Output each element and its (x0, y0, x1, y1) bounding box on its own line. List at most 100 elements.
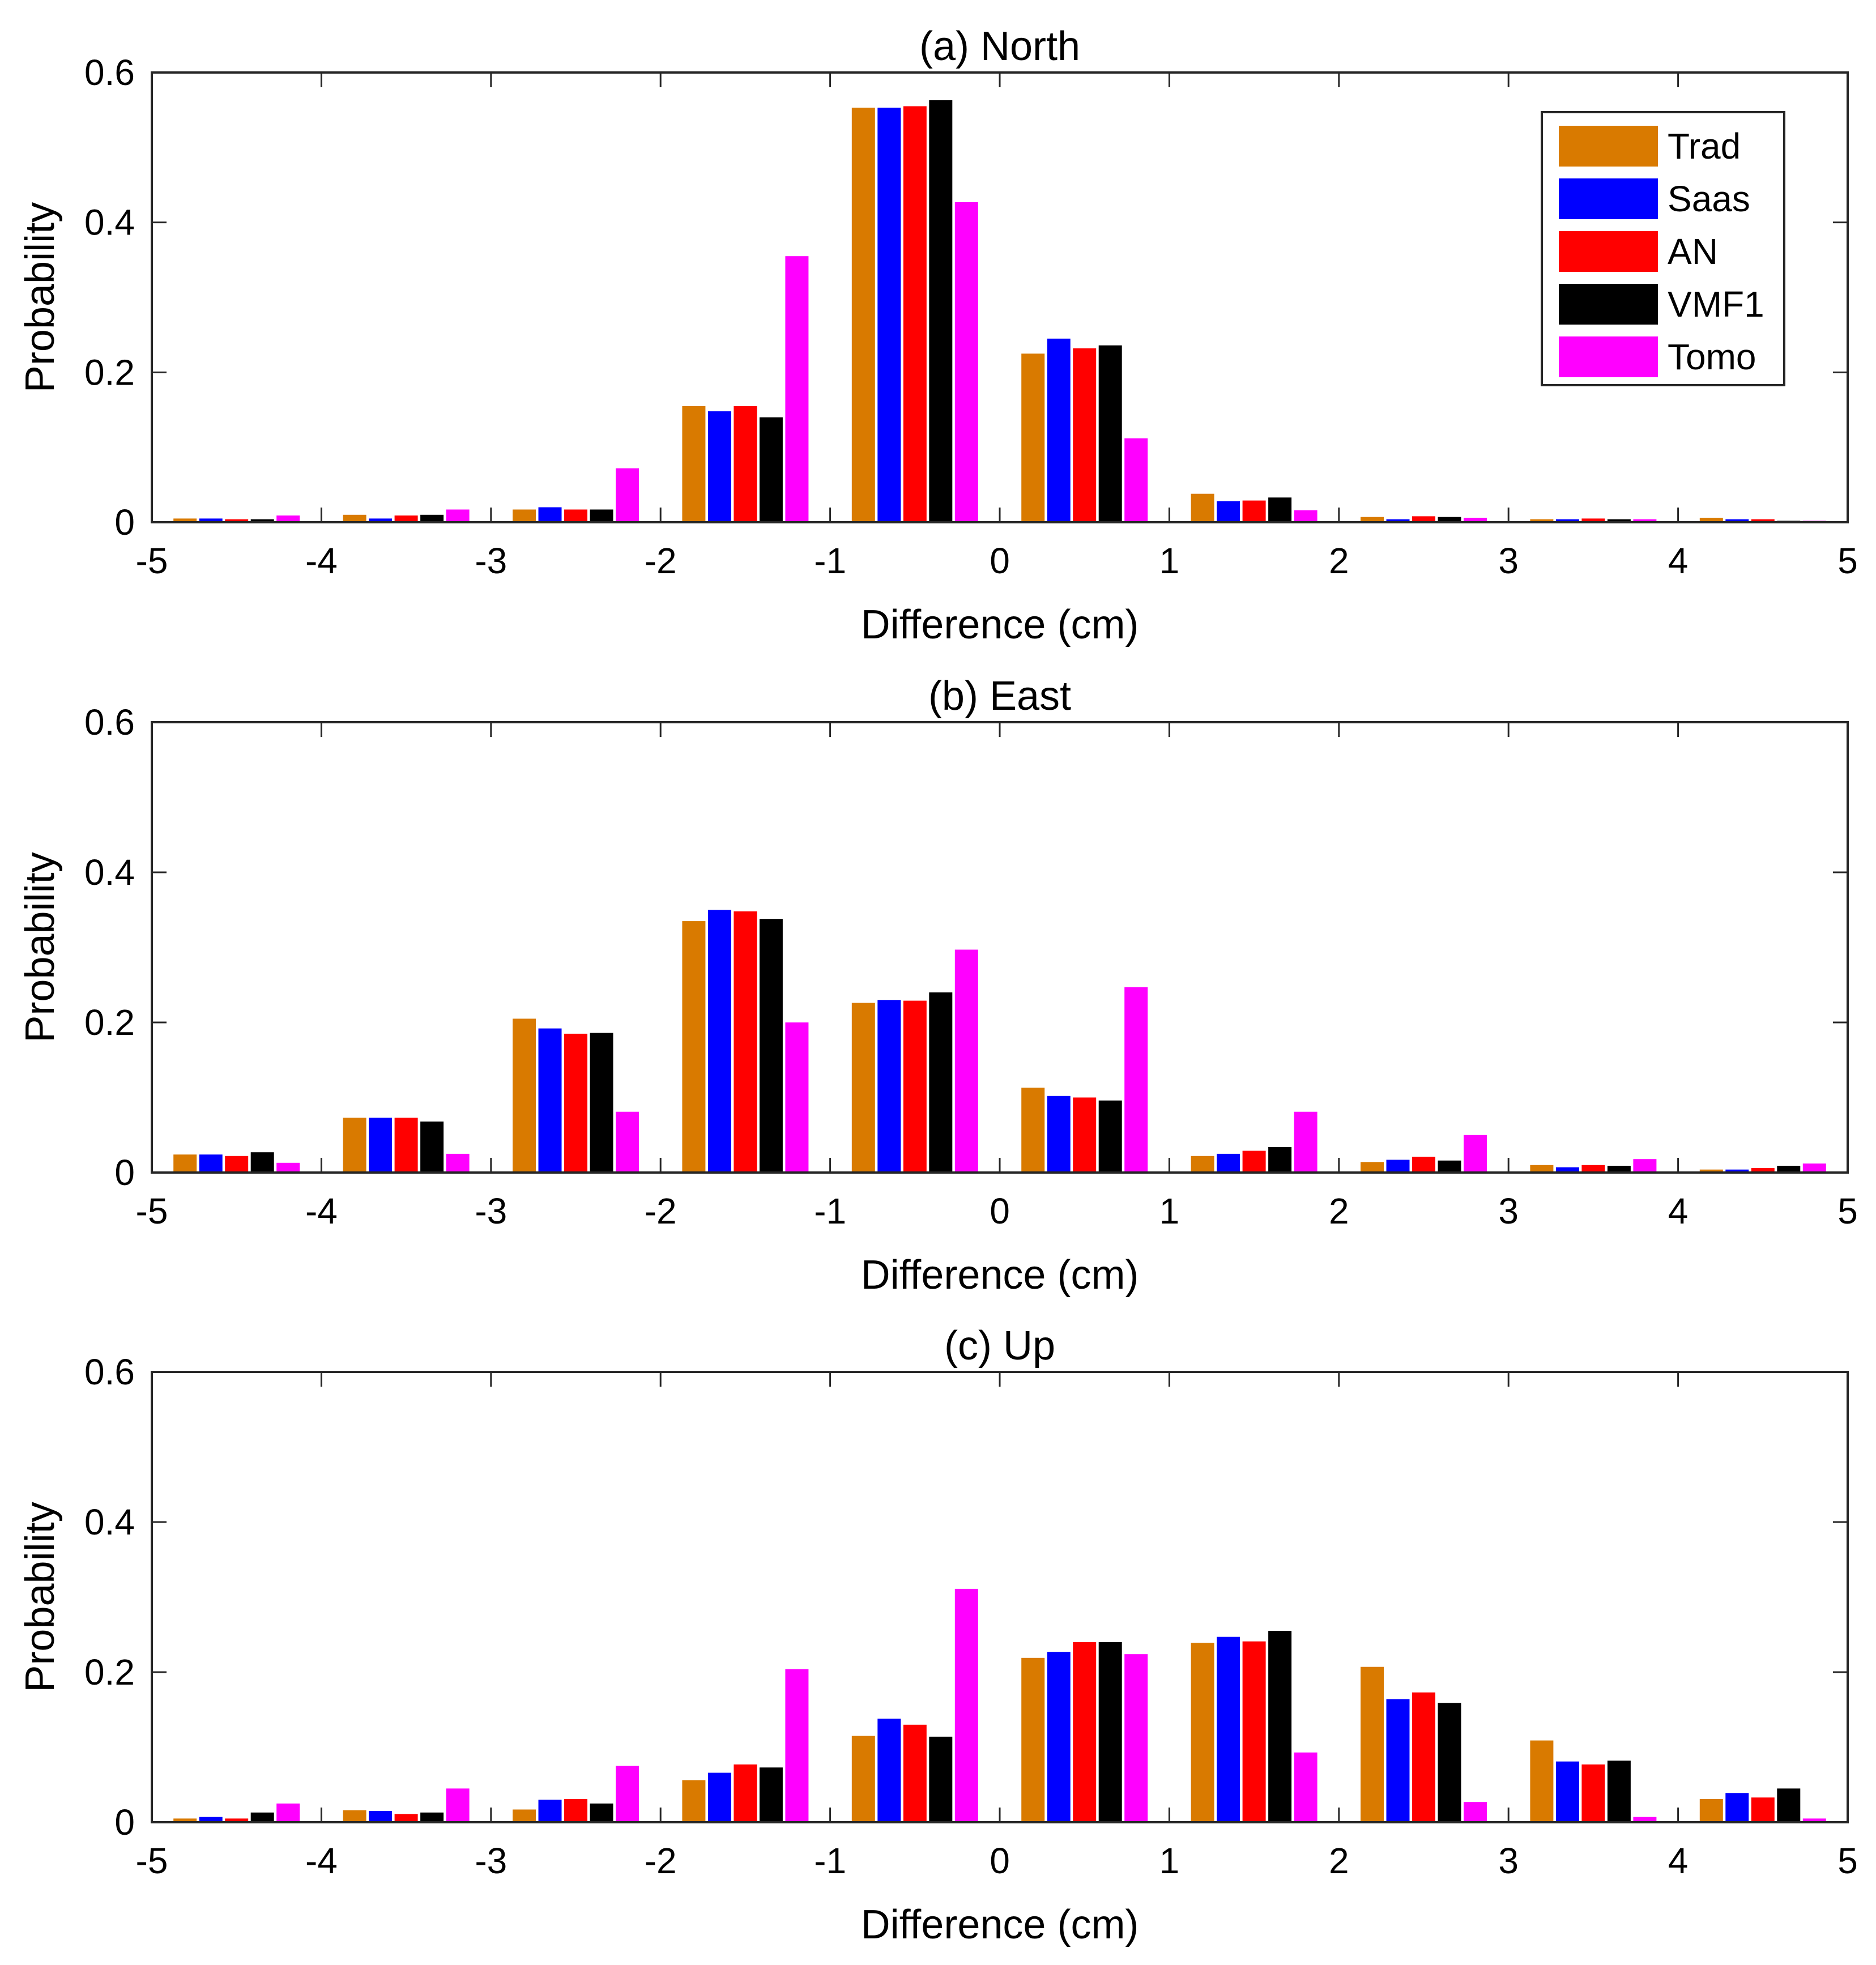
bar-saas-4 (877, 1000, 901, 1173)
y-tick-label: 0 (114, 502, 135, 543)
panel-title: (c) Up (944, 1323, 1055, 1369)
y-tick-label: 0.4 (84, 202, 135, 243)
bar-trad-4 (851, 1003, 875, 1173)
legend-swatch-tomo (1559, 336, 1658, 377)
bar-trad-9 (1699, 518, 1723, 522)
bar-tomo-4 (954, 949, 978, 1173)
bar-tomo-4 (954, 1588, 978, 1822)
bar-tomo-2 (616, 1766, 639, 1822)
panel-1: -5 -4 -3 -2 -1 0 1 2 3 4 5 0 0.2 0.4 0.6 (a) North Diffe… (18, 24, 1858, 647)
bar-saas-7 (1386, 1699, 1410, 1822)
bar-an-9 (1751, 1168, 1775, 1173)
bar-tomo-3 (785, 1022, 809, 1173)
bar-tomo-1 (446, 1788, 470, 1822)
bar-vmf1-8 (1607, 1761, 1631, 1822)
bar-trad-1 (343, 1118, 366, 1173)
bar-saas-2 (538, 1800, 562, 1823)
bar-trad-7 (1361, 1666, 1384, 1822)
plot-area (152, 722, 1848, 1173)
bar-vmf1-5 (1098, 1642, 1122, 1822)
bar-trad-5 (1021, 353, 1045, 523)
bar-saas-5 (1047, 1096, 1071, 1173)
plot-area (152, 1372, 1848, 1822)
legend-swatch-an (1559, 231, 1658, 272)
x-tick-label: -3 (475, 1840, 507, 1881)
legend-swatch-saas (1559, 178, 1658, 219)
bar-tomo-6 (1294, 1111, 1318, 1173)
legend-label-an: AN (1668, 231, 1718, 272)
bar-trad-2 (513, 1018, 536, 1173)
bar-trad-5 (1021, 1088, 1045, 1173)
bar-tomo-6 (1294, 510, 1318, 522)
y-tick-label: 0.4 (84, 1502, 135, 1542)
panel-title: (a) North (919, 24, 1080, 69)
y-tick-label: 0.2 (84, 352, 135, 393)
bar-an-1 (394, 1118, 418, 1173)
bar-an-4 (903, 1000, 927, 1173)
bar-tomo-0 (276, 1162, 300, 1173)
bar-vmf1-0 (250, 1152, 274, 1173)
bar-vmf1-8 (1607, 519, 1631, 522)
x-tick-label: 1 (1159, 1191, 1180, 1231)
x-tick-label: 3 (1498, 1191, 1519, 1231)
x-tick-label: -4 (305, 1191, 338, 1231)
bar-an-4 (903, 1724, 927, 1823)
bar-tomo-9 (1802, 1818, 1826, 1822)
bar-trad-7 (1361, 1162, 1384, 1173)
bar-saas-5 (1047, 1652, 1071, 1822)
y-tick-label: 0.6 (84, 52, 135, 93)
bar-trad-9 (1699, 1798, 1723, 1822)
bar-saas-6 (1217, 501, 1240, 522)
bar-vmf1-1 (420, 1812, 444, 1822)
bar-saas-2 (538, 1028, 562, 1173)
bar-trad-6 (1191, 1156, 1214, 1173)
bar-saas-4 (877, 1719, 901, 1822)
bar-trad-0 (173, 1818, 197, 1822)
x-tick-label: 4 (1668, 1191, 1689, 1231)
bar-vmf1-6 (1268, 497, 1292, 522)
bar-vmf1-6 (1268, 1631, 1292, 1822)
bar-trad-7 (1361, 517, 1384, 522)
x-tick-label: 4 (1668, 1840, 1689, 1881)
bar-saas-6 (1217, 1636, 1240, 1822)
bar-tomo-1 (446, 1153, 470, 1173)
bar-an-1 (394, 515, 418, 522)
panel-title: (b) East (928, 674, 1071, 719)
x-tick-label: -1 (814, 1191, 846, 1231)
x-tick-label: 0 (990, 540, 1010, 581)
x-tick-label: 5 (1837, 540, 1858, 581)
bar-tomo-8 (1633, 1159, 1657, 1173)
bar-vmf1-0 (250, 519, 274, 522)
bar-saas-1 (369, 1811, 393, 1822)
bar-vmf1-5 (1098, 1100, 1122, 1173)
bar-an-6 (1242, 500, 1266, 522)
bar-an-7 (1412, 1157, 1435, 1173)
bar-an-2 (564, 1033, 587, 1173)
bar-an-0 (225, 1818, 249, 1822)
bar-an-9 (1751, 519, 1775, 522)
x-tick-label: 1 (1159, 540, 1180, 581)
bar-vmf1-8 (1607, 1166, 1631, 1173)
legend-swatch-trad (1559, 126, 1658, 167)
bar-tomo-0 (276, 515, 300, 522)
x-axis-label: Difference (cm) (861, 1252, 1139, 1298)
bar-tomo-7 (1464, 518, 1487, 522)
y-tick-label: 0.6 (84, 702, 135, 743)
y-tick-label: 0 (114, 1152, 135, 1193)
bar-vmf1-5 (1098, 345, 1122, 522)
x-tick-label: 5 (1837, 1840, 1858, 1881)
bar-vmf1-0 (250, 1812, 274, 1822)
bar-an-4 (903, 106, 927, 522)
bar-vmf1-9 (1777, 1166, 1801, 1173)
bar-vmf1-3 (759, 1767, 783, 1822)
bar-tomo-3 (785, 1669, 809, 1822)
x-tick-label: -5 (136, 1840, 168, 1881)
x-tick-label: -5 (136, 1191, 168, 1231)
bar-trad-4 (851, 1736, 875, 1822)
bar-saas-0 (199, 1817, 223, 1822)
x-tick-label: 1 (1159, 1840, 1180, 1881)
bar-tomo-0 (276, 1803, 300, 1822)
legend-label-tomo: Tomo (1668, 336, 1756, 377)
bar-tomo-5 (1124, 438, 1148, 522)
bar-vmf1-4 (929, 100, 953, 522)
